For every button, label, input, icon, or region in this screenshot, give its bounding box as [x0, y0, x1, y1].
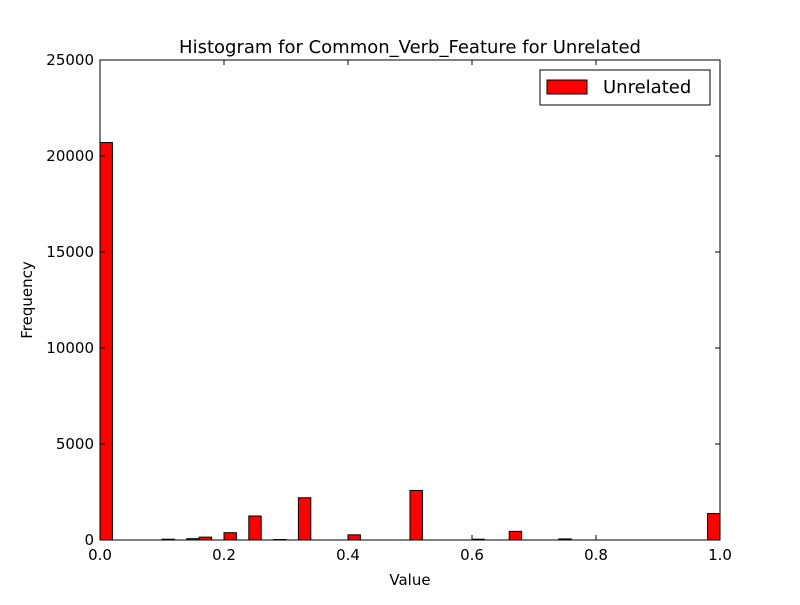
y-tick-label: 20000 [46, 147, 94, 165]
histogram-bar [223, 532, 237, 541]
y-tick-label: 0 [84, 531, 94, 549]
x-tick-label: 1.0 [708, 546, 732, 564]
y-tick-label: 15000 [46, 243, 94, 261]
y-axis-label: Frequency [18, 261, 36, 339]
histogram-bar [409, 489, 423, 541]
chart-title: Histogram for Common_Verb_Feature for Un… [179, 37, 641, 58]
histogram-bar [99, 142, 113, 541]
histogram-bar [297, 497, 312, 541]
histogram-bar [248, 515, 262, 541]
plot-frame [99, 59, 721, 541]
legend: Unrelated [539, 69, 711, 106]
y-tick-label: 5000 [56, 435, 94, 453]
x-tick-label: 0.4 [336, 546, 360, 564]
histogram-bar [347, 534, 361, 541]
histogram-bar [508, 530, 523, 541]
x-tick-label: 0.2 [212, 546, 236, 564]
y-tick-label: 25000 [46, 51, 94, 69]
histogram-bar [707, 513, 721, 541]
ticks-layer: 0.0 0.2 0.4 0.6 0.8 1.0 0 5000 10000 15000 20000 25… [46, 51, 732, 564]
legend-label: Unrelated [603, 77, 691, 98]
bars-layer [99, 142, 721, 541]
x-tick-label: 0.6 [460, 546, 484, 564]
x-axis-label: Value [389, 571, 430, 589]
x-tick-label: 0.8 [584, 546, 608, 564]
y-tick-label: 10000 [46, 339, 94, 357]
legend-swatch [546, 79, 588, 95]
x-tick-label: 0.0 [88, 546, 112, 564]
